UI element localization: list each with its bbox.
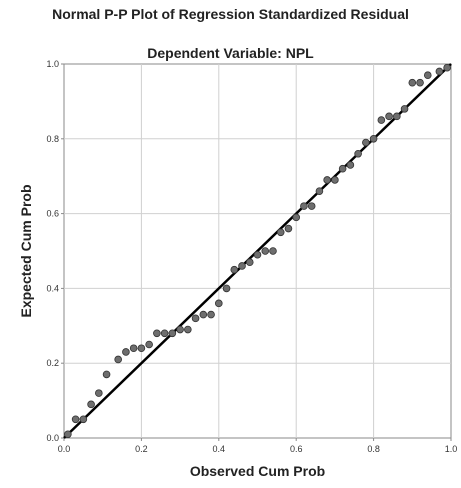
data-point [269, 247, 277, 255]
y-axis-ticks: 0.0 0.2 0.4 0.6 0.8 1.0 [46, 59, 64, 443]
x-tick-label: 0.4 [213, 444, 226, 454]
data-point [153, 329, 161, 338]
y-tick-label: 0.4 [46, 283, 59, 293]
y-tick-label: 0.8 [46, 134, 59, 144]
data-point [184, 325, 192, 334]
data-point [168, 329, 177, 338]
data-point [393, 112, 401, 121]
data-point [416, 78, 424, 87]
y-axis-label: Expected Cum Prob [18, 184, 34, 318]
x-tick-label: 0.6 [290, 444, 303, 454]
data-point [64, 430, 72, 439]
x-tick-label: 0.8 [367, 444, 380, 454]
data-point [238, 262, 246, 270]
data-point [300, 202, 308, 210]
data-point [79, 415, 88, 424]
data-point [253, 250, 262, 259]
chart-title: Normal P-P Plot of Regression Standardiz… [52, 6, 409, 22]
data-point [369, 135, 378, 143]
data-point [315, 187, 324, 195]
data-point [207, 310, 215, 319]
y-tick-label: 0.6 [46, 209, 59, 219]
data-point [215, 299, 223, 308]
y-tick-label: 0.2 [46, 358, 59, 368]
data-point [71, 415, 80, 424]
data-point [191, 314, 200, 323]
grid-lines [64, 64, 451, 438]
data-point [408, 78, 417, 87]
data-point [199, 310, 208, 319]
data-point [323, 176, 331, 184]
data-point [331, 176, 339, 184]
data-point [261, 247, 270, 255]
x-axis-ticks: 0.0 0.2 0.4 0.6 0.8 1.0 [58, 438, 458, 454]
data-points [64, 63, 451, 439]
data-point [230, 265, 239, 274]
data-point [276, 228, 285, 237]
data-point [245, 258, 254, 267]
data-point [102, 370, 111, 379]
data-point [443, 63, 451, 72]
data-point [400, 105, 409, 113]
data-point [377, 116, 386, 124]
x-axis-label: Observed Cum Prob [189, 463, 326, 479]
data-point [354, 149, 362, 158]
x-tick-label: 0.2 [135, 444, 148, 454]
data-point [292, 213, 301, 222]
data-point [137, 344, 146, 353]
data-point [307, 202, 316, 210]
data-point [435, 67, 444, 76]
data-point [145, 340, 153, 349]
data-point [114, 355, 122, 364]
data-point [284, 224, 293, 233]
data-point [362, 138, 370, 147]
data-point [129, 344, 138, 353]
data-point [346, 161, 355, 169]
data-point [385, 112, 393, 121]
x-tick-label: 1.0 [445, 444, 458, 454]
data-point [338, 164, 347, 173]
data-point [122, 348, 130, 356]
data-point [423, 71, 432, 80]
data-point [87, 400, 95, 409]
y-tick-label: 1.0 [46, 59, 59, 69]
data-point [176, 325, 184, 334]
data-point [222, 284, 231, 293]
data-point [160, 329, 169, 338]
data-point [95, 389, 103, 397]
y-tick-label: 0.0 [46, 433, 59, 443]
x-tick-label: 0.0 [58, 444, 71, 454]
chart-subtitle: Dependent Variable: NPL [147, 45, 314, 61]
